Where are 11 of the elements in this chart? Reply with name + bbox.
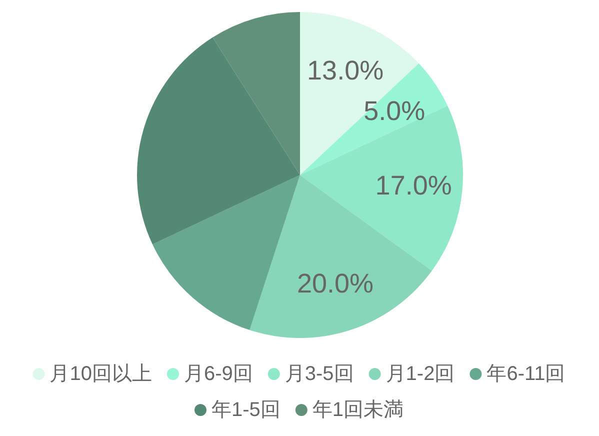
legend-label: 月10回以上 [50,363,152,385]
data-label: 17.0% [375,170,452,201]
legend-label: 月3-5回 [284,363,354,385]
legend-label: 年1回未満 [312,399,404,421]
legend-label: 月1-2回 [386,363,455,385]
legend-label: 年6-11回 [486,363,566,385]
data-label: 20.0% [296,268,374,299]
legend-label: 年1-5回 [211,399,280,421]
data-label: 13.0% [307,55,384,86]
data-label: 5.0% [364,96,426,126]
legend-label: 月6-9回 [184,363,253,385]
